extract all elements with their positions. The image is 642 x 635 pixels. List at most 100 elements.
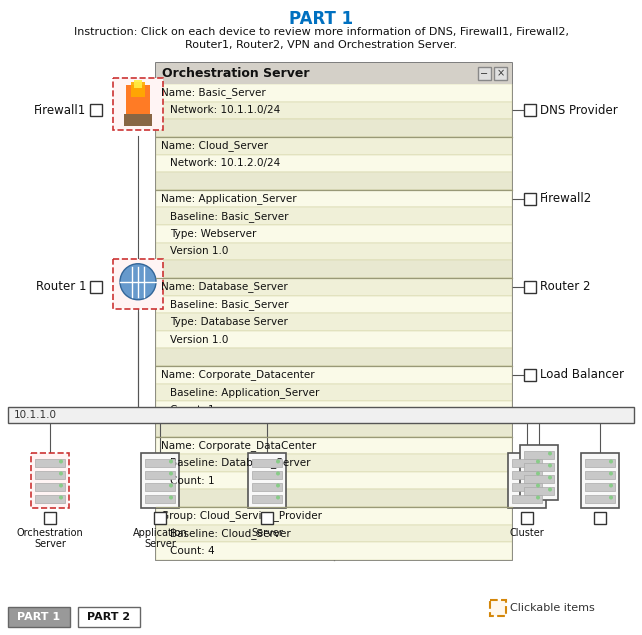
Bar (524, 104, 536, 116)
Text: Baseline: Database_Server: Baseline: Database_Server (170, 458, 311, 469)
Bar (156, 154, 512, 172)
Bar (524, 281, 536, 293)
Bar (508, 453, 546, 507)
Bar (594, 512, 606, 523)
Bar (78, 607, 140, 627)
Bar (156, 172, 512, 190)
Bar (35, 471, 65, 479)
Bar (585, 471, 615, 479)
Text: DNS Provider: DNS Provider (540, 104, 618, 117)
Text: Name: Corporate_DataCenter: Name: Corporate_DataCenter (161, 440, 317, 451)
Circle shape (536, 472, 540, 476)
Circle shape (276, 472, 280, 476)
Text: Router1, Router2, VPN and Orchestration Server.: Router1, Router2, VPN and Orchestration … (185, 40, 457, 50)
Circle shape (120, 264, 156, 300)
Text: Name: Cloud_Server: Name: Cloud_Server (161, 140, 268, 151)
Text: Network: 10.1.2.0/24: Network: 10.1.2.0/24 (170, 158, 281, 168)
Circle shape (59, 495, 63, 500)
Circle shape (548, 464, 552, 467)
Text: Baseline: Basic_Server: Baseline: Basic_Server (170, 299, 288, 310)
Bar (524, 450, 554, 458)
Bar (90, 104, 102, 116)
Circle shape (169, 483, 173, 488)
Bar (585, 495, 615, 502)
Circle shape (276, 483, 280, 488)
Circle shape (276, 460, 280, 464)
Bar (524, 474, 554, 483)
Text: PART 1: PART 1 (289, 10, 353, 28)
Bar (156, 243, 512, 260)
Bar (156, 349, 512, 366)
Bar (156, 313, 512, 331)
Bar (90, 281, 102, 293)
Text: Type: Database Server: Type: Database Server (170, 317, 288, 327)
Text: 10.1.1.0: 10.1.1.0 (14, 410, 57, 420)
Bar (156, 525, 512, 542)
Circle shape (609, 483, 613, 488)
Circle shape (536, 495, 540, 500)
Text: Baseline: Cloud_Server: Baseline: Cloud_Server (170, 528, 291, 539)
Bar (145, 458, 175, 467)
Text: Baseline: Application_Server: Baseline: Application_Server (170, 387, 319, 398)
Bar (156, 84, 512, 102)
Circle shape (536, 460, 540, 464)
Bar (35, 495, 65, 502)
Bar (145, 483, 175, 490)
Bar (156, 542, 512, 560)
Bar (156, 137, 512, 154)
Text: Cluster: Cluster (510, 528, 544, 537)
Circle shape (59, 483, 63, 488)
Bar (44, 512, 56, 523)
Bar (156, 366, 512, 384)
Bar (581, 453, 619, 507)
Bar (252, 483, 282, 490)
Bar (141, 453, 179, 507)
Bar (524, 369, 536, 381)
Bar (113, 79, 163, 130)
Bar (156, 225, 512, 243)
Bar (145, 471, 175, 479)
Circle shape (548, 488, 552, 491)
Circle shape (169, 460, 173, 464)
Bar (490, 600, 506, 616)
Text: −: − (480, 69, 489, 79)
Circle shape (59, 460, 63, 464)
Bar (156, 454, 512, 472)
Bar (494, 67, 507, 80)
Circle shape (609, 472, 613, 476)
Bar (156, 507, 512, 525)
Bar (252, 495, 282, 502)
Text: Name: Application_Server: Name: Application_Server (161, 193, 297, 204)
Bar (156, 384, 512, 401)
Text: Firewall2: Firewall2 (540, 192, 593, 205)
Circle shape (276, 495, 280, 500)
Text: Instruction: Click on each device to review more information of DNS, Firewall1, : Instruction: Click on each device to rev… (73, 27, 569, 37)
Bar (8, 607, 70, 627)
Bar (585, 458, 615, 467)
Bar (35, 458, 65, 467)
Text: Load Balancer: Load Balancer (540, 368, 624, 382)
Bar (154, 512, 166, 523)
Bar (156, 102, 512, 119)
Bar (126, 86, 150, 116)
Bar (512, 483, 542, 490)
Bar (156, 295, 512, 313)
Text: Type: Webserver: Type: Webserver (170, 229, 256, 239)
Bar (131, 83, 145, 97)
Text: Orchestration
Server: Orchestration Server (17, 528, 83, 549)
Bar (156, 419, 512, 437)
Bar (252, 471, 282, 479)
Text: Name: Basic_Server: Name: Basic_Server (161, 88, 266, 98)
Bar (31, 453, 69, 507)
Bar (35, 483, 65, 490)
Bar (156, 331, 512, 349)
Bar (248, 453, 286, 507)
Bar (8, 407, 634, 423)
Bar (113, 258, 163, 309)
Bar (124, 114, 152, 126)
Bar (156, 208, 512, 225)
Circle shape (59, 472, 63, 476)
Circle shape (609, 495, 613, 500)
Text: PART 2: PART 2 (87, 612, 130, 622)
Circle shape (609, 460, 613, 464)
